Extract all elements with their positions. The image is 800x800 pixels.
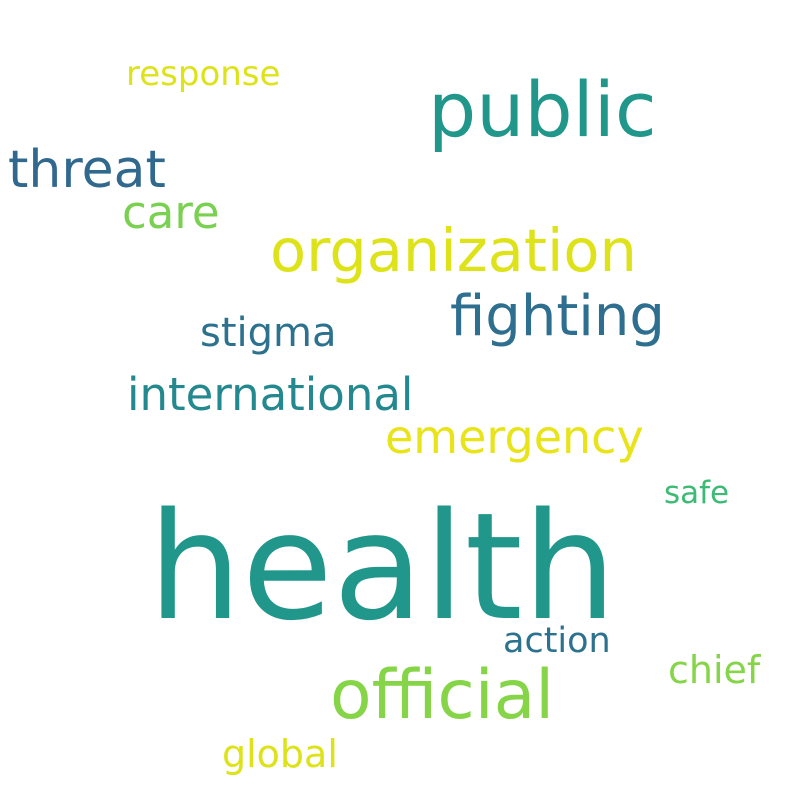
word-emergency: emergency (385, 410, 644, 464)
word-response: response (126, 54, 281, 94)
word-safe: safe (664, 475, 730, 511)
word-fighting: fighting (450, 284, 665, 349)
word-global: global (222, 732, 338, 776)
word-threat: threat (8, 140, 166, 200)
word-stigma: stigma (200, 310, 337, 356)
word-chief: chief (668, 648, 761, 692)
word-public: public (428, 65, 657, 154)
word-official: official (330, 656, 555, 735)
word-action: action (503, 621, 611, 661)
word-international: international (127, 368, 414, 421)
word-health: health (148, 481, 617, 653)
word-care: care (122, 186, 220, 239)
word-organization: organization (270, 216, 637, 285)
